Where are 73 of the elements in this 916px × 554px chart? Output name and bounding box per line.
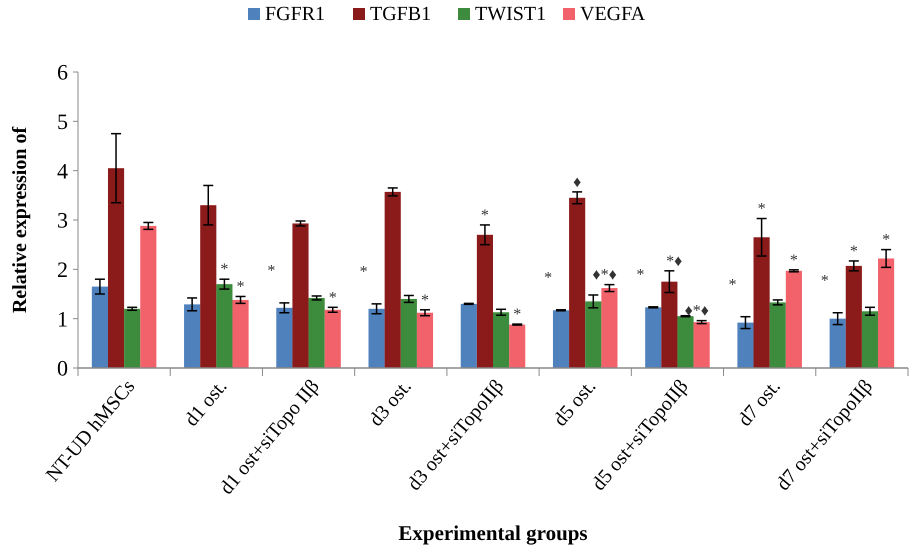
bar — [552, 310, 570, 368]
annotation: * — [360, 264, 368, 281]
y-axis-title: Relative expression of — [9, 126, 31, 314]
bar — [694, 322, 710, 368]
annotation: * — [544, 270, 552, 287]
y-tick-label: 4 — [57, 158, 68, 184]
bar — [770, 302, 786, 368]
bar — [661, 282, 678, 368]
bar — [124, 308, 140, 368]
x-tick-label: d3 ost. — [364, 376, 416, 431]
annotation: ♦ — [573, 174, 582, 191]
bar — [92, 286, 108, 368]
bar — [878, 258, 894, 368]
bar — [460, 304, 477, 368]
bar — [786, 270, 802, 368]
bar — [324, 310, 341, 368]
bar — [585, 301, 602, 368]
legend-label: FGFR1 — [265, 3, 326, 25]
annotation: * — [236, 278, 245, 296]
annotation: * — [636, 266, 644, 284]
x-tick-label: d7 ost. — [734, 376, 785, 431]
annotation: * — [728, 276, 737, 294]
annotation: * — [480, 206, 489, 224]
bar — [368, 308, 385, 368]
bar — [645, 307, 662, 368]
bar — [400, 298, 417, 368]
bar — [184, 304, 200, 368]
bar — [276, 308, 292, 368]
x-tick-label: d5 ost. — [549, 376, 600, 431]
x-axis-title: Experimental groups — [398, 521, 588, 545]
y-tick-label: 3 — [57, 208, 68, 233]
annotation: * — [820, 272, 829, 290]
annotation: ♦*♦ — [592, 266, 617, 284]
bar — [232, 300, 249, 368]
bar — [416, 312, 434, 368]
annotation: * — [882, 232, 890, 249]
annotation: * — [420, 292, 429, 309]
annotation: * — [513, 306, 522, 324]
annotation: * — [850, 242, 858, 260]
annotation: * — [220, 261, 228, 278]
bar — [737, 322, 754, 368]
y-tick-label: 1 — [57, 306, 68, 332]
y-tick-label: 2 — [57, 257, 68, 282]
legend-label: TGFB1 — [370, 3, 432, 25]
x-tick-label: d1 ost. — [180, 376, 232, 431]
bar — [493, 312, 510, 368]
annotation: * — [328, 289, 337, 306]
bar — [216, 284, 232, 368]
bar — [200, 205, 216, 368]
annotation: *♦ — [666, 252, 682, 270]
annotation: ♦*♦ — [684, 302, 709, 320]
bar — [308, 298, 325, 368]
bar — [509, 324, 526, 368]
bar — [601, 288, 618, 368]
annotation: * — [267, 262, 276, 280]
bar — [846, 266, 862, 368]
bar — [677, 316, 694, 368]
bar — [830, 318, 846, 368]
bar — [754, 237, 770, 368]
annotation: * — [758, 200, 766, 218]
bar — [108, 168, 124, 368]
bar — [384, 192, 401, 368]
bar — [569, 198, 586, 368]
bar — [862, 311, 878, 368]
legend-label: VEGFA — [580, 3, 646, 25]
legend-label: TWIST1 — [475, 3, 546, 25]
bar — [476, 234, 493, 368]
annotation: * — [790, 252, 798, 269]
bar — [292, 223, 309, 368]
bar — [140, 226, 156, 368]
y-tick-label: 6 — [57, 60, 68, 85]
y-tick-label: 0 — [57, 356, 68, 381]
y-tick-label: 5 — [57, 109, 68, 134]
